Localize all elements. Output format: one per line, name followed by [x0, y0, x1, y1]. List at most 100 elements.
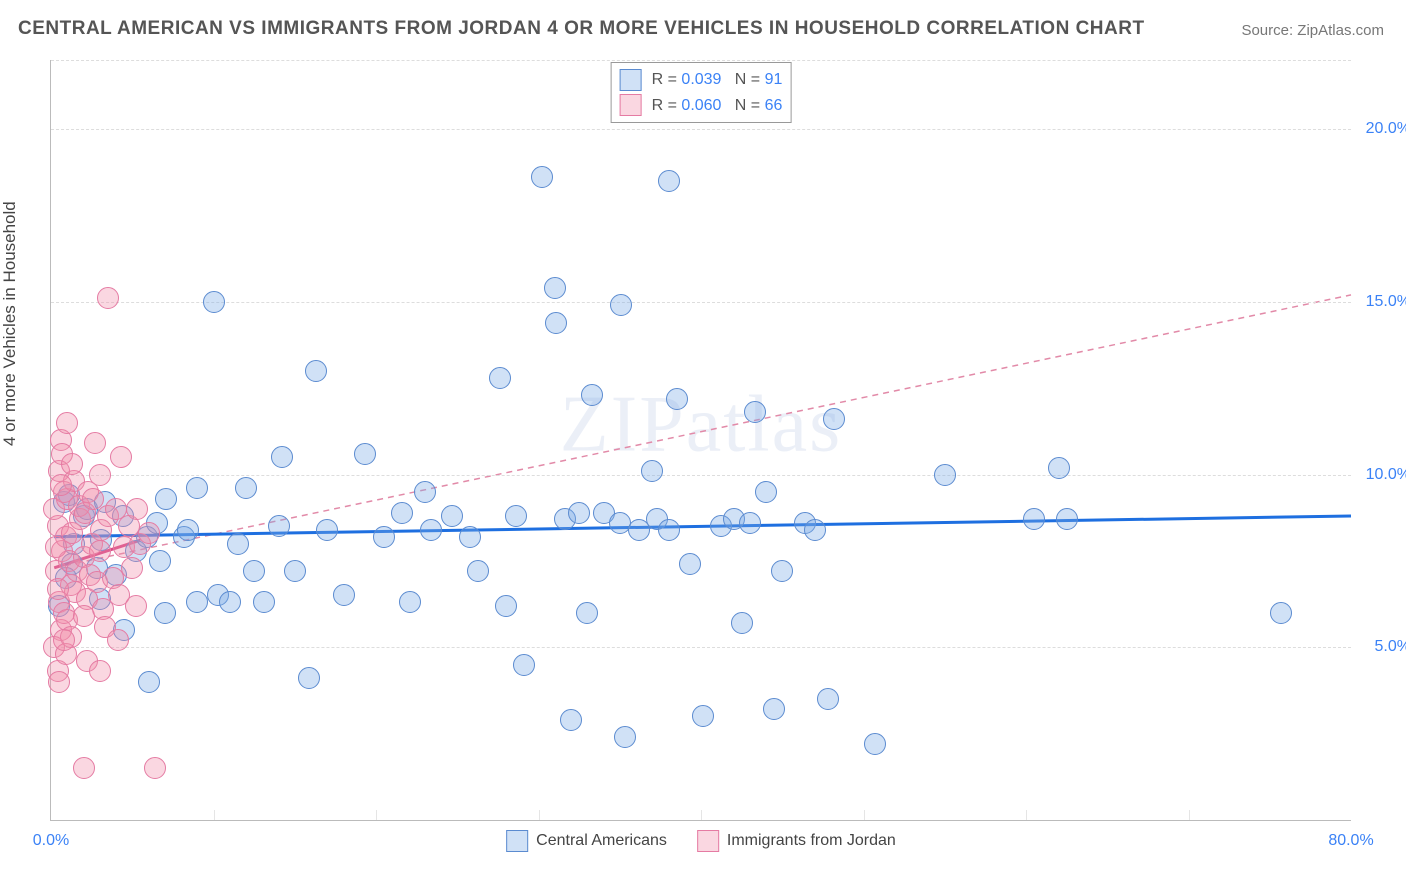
data-point	[467, 560, 489, 582]
data-point	[614, 726, 636, 748]
xtick-minor	[864, 810, 865, 820]
data-point	[560, 709, 582, 731]
data-point	[864, 733, 886, 755]
data-point	[89, 660, 111, 682]
data-point	[739, 512, 761, 534]
data-point	[744, 401, 766, 423]
data-point	[155, 488, 177, 510]
data-point	[771, 560, 793, 582]
legend-series: Central Americans Immigrants from Jordan	[506, 830, 896, 852]
data-point	[154, 602, 176, 624]
data-point	[243, 560, 265, 582]
data-point	[1048, 457, 1070, 479]
data-point	[545, 312, 567, 334]
data-point	[399, 591, 421, 613]
xtick-minor	[1026, 810, 1027, 820]
data-point	[641, 460, 663, 482]
data-point	[97, 287, 119, 309]
data-point	[1023, 508, 1045, 530]
data-point	[177, 519, 199, 541]
data-point	[505, 505, 527, 527]
data-point	[53, 629, 75, 651]
chart-title: CENTRAL AMERICAN VS IMMIGRANTS FROM JORD…	[18, 18, 1145, 40]
data-point	[125, 595, 147, 617]
data-point	[61, 453, 83, 475]
data-point	[420, 519, 442, 541]
gridline-h	[51, 60, 1351, 61]
data-point	[544, 277, 566, 299]
legend-label: Immigrants from Jordan	[727, 832, 896, 850]
xtick-minor	[214, 810, 215, 820]
ytick-label: 20.0%	[1356, 120, 1406, 138]
data-point	[731, 612, 753, 634]
xtick-label: 0.0%	[33, 832, 69, 850]
data-point	[89, 464, 111, 486]
source-label: Source: ZipAtlas.com	[1241, 22, 1384, 39]
data-point	[235, 477, 257, 499]
data-point	[333, 584, 355, 606]
legend-stat-text: R = 0.039 N = 91	[652, 67, 783, 93]
data-point	[817, 688, 839, 710]
data-point	[144, 757, 166, 779]
data-point	[568, 502, 590, 524]
data-point	[658, 170, 680, 192]
data-point	[227, 533, 249, 555]
data-point	[804, 519, 826, 541]
data-point	[441, 505, 463, 527]
legend-swatch	[620, 94, 642, 116]
data-point	[373, 526, 395, 548]
data-point	[219, 591, 241, 613]
legend-swatch	[620, 69, 642, 91]
data-point	[271, 446, 293, 468]
xtick-minor	[539, 810, 540, 820]
data-point	[121, 557, 143, 579]
data-point	[1056, 508, 1078, 530]
data-point	[489, 367, 511, 389]
data-point	[50, 474, 72, 496]
legend-item: Central Americans	[506, 830, 667, 852]
legend-swatch	[506, 830, 528, 852]
data-point	[576, 602, 598, 624]
legend-swatch	[697, 830, 719, 852]
data-point	[414, 481, 436, 503]
data-point	[149, 550, 171, 572]
legend-stat-row: R = 0.039 N = 91	[620, 67, 783, 93]
plot-area: ZIPatlas R = 0.039 N = 91R = 0.060 N = 6…	[50, 60, 1351, 821]
xtick-label: 80.0%	[1328, 832, 1373, 850]
data-point	[679, 553, 701, 575]
data-point	[531, 166, 553, 188]
xtick-minor	[376, 810, 377, 820]
data-point	[84, 432, 106, 454]
data-point	[284, 560, 306, 582]
data-point	[391, 502, 413, 524]
data-point	[47, 578, 69, 600]
data-point	[823, 408, 845, 430]
legend-item: Immigrants from Jordan	[697, 830, 896, 852]
data-point	[110, 446, 132, 468]
data-point	[692, 705, 714, 727]
data-point	[610, 294, 632, 316]
yaxis-title: 4 or more Vehicles in Household	[0, 201, 20, 446]
data-point	[45, 536, 67, 558]
data-point	[268, 515, 290, 537]
gridline-h	[51, 129, 1351, 130]
data-point	[186, 591, 208, 613]
data-point	[73, 757, 95, 779]
data-point	[763, 698, 785, 720]
data-point	[354, 443, 376, 465]
ytick-label: 5.0%	[1356, 638, 1406, 656]
data-point	[934, 464, 956, 486]
gridline-h	[51, 475, 1351, 476]
data-point	[316, 519, 338, 541]
data-point	[459, 526, 481, 548]
data-point	[138, 522, 160, 544]
data-point	[107, 629, 129, 651]
ytick-label: 15.0%	[1356, 293, 1406, 311]
legend-label: Central Americans	[536, 832, 667, 850]
data-point	[513, 654, 535, 676]
data-point	[126, 498, 148, 520]
data-point	[253, 591, 275, 613]
data-point	[305, 360, 327, 382]
data-point	[658, 519, 680, 541]
data-point	[138, 671, 160, 693]
